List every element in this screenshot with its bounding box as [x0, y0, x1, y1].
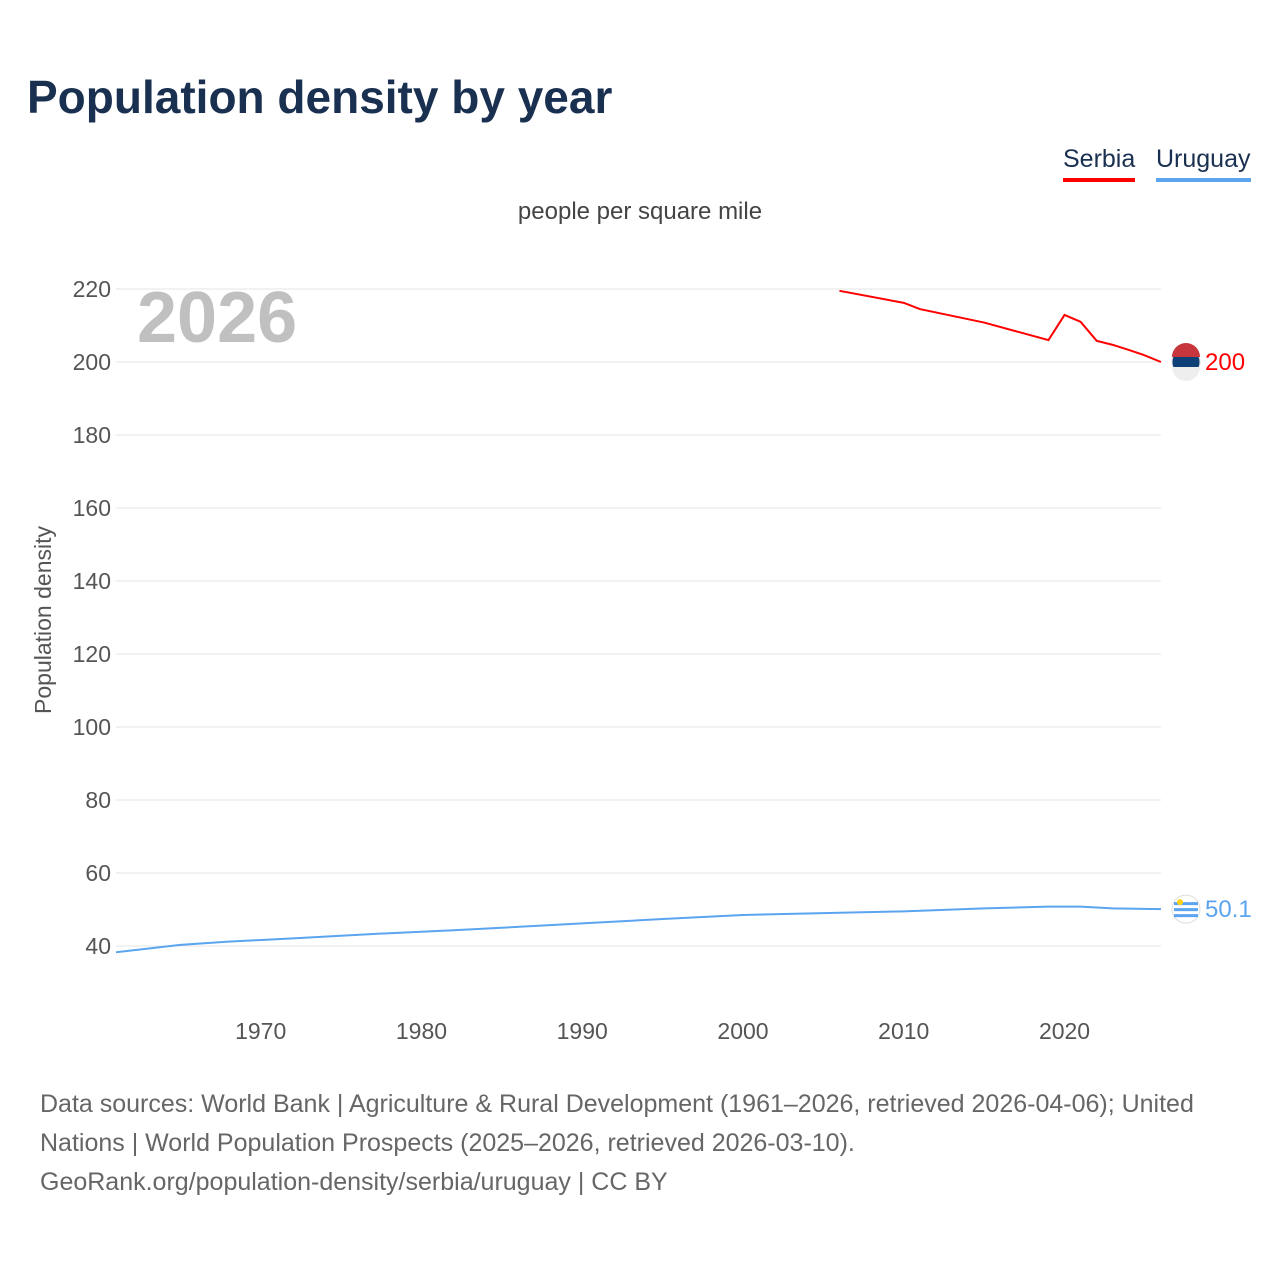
- chart-area: 2026 Population density 40 60 80 100 120 140 1…: [30, 276, 1252, 1044]
- y-tick-label: 80: [85, 787, 111, 813]
- year-watermark: 2026: [137, 278, 297, 358]
- end-value-label: 200: [1205, 349, 1245, 376]
- y-axis-label: Population density: [30, 526, 56, 714]
- source-text: Data sources: World Bank | Agriculture &…: [40, 1090, 1194, 1157]
- flag-stripe: [1174, 914, 1198, 918]
- flag-stripe: [1172, 343, 1200, 357]
- x-tick-label: 2020: [1039, 1018, 1090, 1044]
- y-tick-label: 120: [73, 641, 111, 667]
- x-tick-label: 1980: [396, 1018, 447, 1044]
- y-tick-label: 180: [73, 422, 111, 448]
- legend-uruguay[interactable]: Uruguay: [1156, 145, 1251, 182]
- flag-sun: [1177, 899, 1183, 906]
- flag-stripe: [1174, 908, 1198, 912]
- flag-stripe: [1174, 902, 1198, 906]
- unit-label: people per square mile: [517, 198, 763, 225]
- series-line-uruguay: [115, 905, 1162, 954]
- end-value-label: 50.1: [1205, 896, 1252, 923]
- x-tick-label: 2000: [717, 1018, 768, 1044]
- y-tick-label: 60: [85, 860, 111, 886]
- y-tick-label: 160: [73, 495, 111, 521]
- legend-serbia[interactable]: Serbia: [1063, 145, 1136, 182]
- y-tick-label: 140: [73, 568, 111, 594]
- x-tick-label: 1990: [557, 1018, 608, 1044]
- source-link[interactable]: GeoRank.org/population-density/serbia/ur…: [40, 1168, 668, 1196]
- y-tick-label: 200: [73, 349, 111, 375]
- x-tick-label: 1970: [235, 1018, 286, 1044]
- series-line-serbia: [839, 289, 1162, 363]
- source-note: Data sources: World Bank | Agriculture &…: [40, 1085, 1250, 1202]
- y-tick-label: 40: [85, 933, 111, 959]
- chart-title: Population density by year: [27, 71, 613, 123]
- y-tick-label: 100: [73, 714, 111, 740]
- flag-stripe: [1172, 367, 1200, 381]
- y-tick-label: 220: [73, 276, 111, 302]
- x-tick-label: 2010: [878, 1018, 929, 1044]
